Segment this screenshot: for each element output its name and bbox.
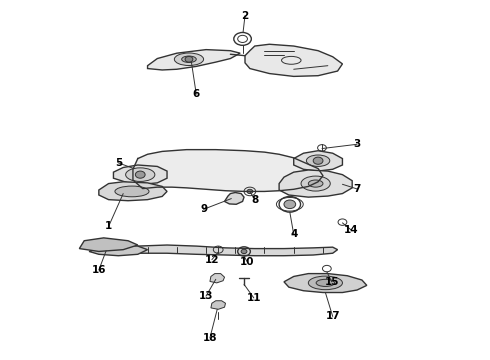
Polygon shape [147, 50, 240, 70]
Ellipse shape [316, 279, 335, 287]
Text: 1: 1 [105, 221, 112, 231]
Text: 18: 18 [203, 333, 217, 343]
Text: 7: 7 [353, 184, 361, 194]
Text: 8: 8 [251, 195, 258, 204]
Text: 17: 17 [325, 311, 340, 321]
Ellipse shape [115, 186, 149, 197]
Ellipse shape [182, 56, 196, 63]
Polygon shape [245, 44, 343, 76]
Circle shape [284, 200, 295, 208]
Text: 11: 11 [246, 293, 261, 303]
Polygon shape [79, 238, 138, 251]
Ellipse shape [125, 168, 155, 181]
Polygon shape [123, 245, 338, 256]
Text: 13: 13 [199, 291, 213, 301]
Polygon shape [89, 245, 147, 256]
Circle shape [241, 249, 247, 253]
Ellipse shape [308, 180, 323, 187]
Circle shape [247, 189, 253, 194]
Text: 4: 4 [290, 229, 297, 239]
Polygon shape [133, 150, 323, 192]
Polygon shape [279, 170, 352, 197]
Text: 5: 5 [115, 158, 122, 168]
Circle shape [313, 157, 323, 164]
Polygon shape [99, 182, 167, 201]
Text: 2: 2 [242, 11, 248, 21]
Polygon shape [284, 274, 367, 293]
Polygon shape [114, 165, 167, 184]
Ellipse shape [306, 155, 330, 166]
Ellipse shape [308, 276, 343, 290]
Text: 12: 12 [205, 255, 219, 265]
Ellipse shape [301, 176, 330, 191]
Polygon shape [211, 301, 225, 309]
Ellipse shape [174, 53, 203, 66]
Polygon shape [210, 274, 224, 283]
Text: 15: 15 [324, 277, 339, 287]
Text: 9: 9 [200, 204, 207, 214]
Polygon shape [294, 151, 343, 171]
Text: 10: 10 [240, 257, 255, 267]
Circle shape [185, 57, 193, 62]
Polygon shape [224, 193, 244, 204]
Text: 6: 6 [193, 89, 200, 99]
Circle shape [135, 171, 145, 178]
Text: 14: 14 [344, 225, 359, 235]
Text: 16: 16 [92, 265, 106, 275]
Text: 3: 3 [353, 139, 361, 149]
